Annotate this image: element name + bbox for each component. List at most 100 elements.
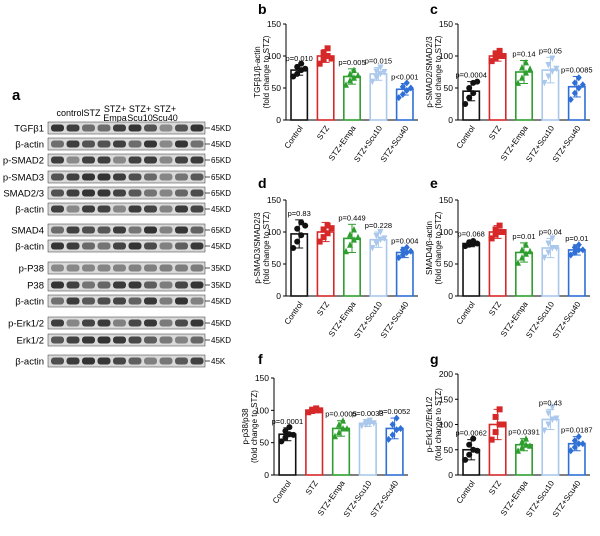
data-point (567, 251, 574, 259)
panel-letter-g: g (430, 351, 439, 367)
data-point (549, 245, 556, 252)
data-point (545, 240, 552, 248)
blot-band (51, 189, 64, 197)
y-axis-label: p-Erk1/2/Erk1/2 (425, 396, 434, 452)
blot-band (175, 189, 188, 197)
data-point (343, 247, 349, 255)
data-point (347, 70, 353, 77)
blot-band (51, 173, 64, 181)
data-point (496, 406, 503, 413)
blot-band (144, 189, 157, 197)
blot-band (97, 242, 111, 250)
x-tick-label: STZ (487, 479, 503, 497)
p-value-label: p=0.05 (539, 46, 562, 55)
p-value-label: p=0.0005 (325, 410, 357, 419)
data-point (575, 433, 582, 441)
blot-band (66, 189, 80, 197)
data-point (309, 406, 316, 413)
blot-band (128, 336, 142, 344)
data-point (298, 60, 305, 67)
data-point (395, 254, 402, 262)
data-point (298, 232, 305, 239)
data-point (519, 438, 525, 445)
data-point (474, 447, 481, 454)
blot-band (128, 205, 142, 213)
y-axis-label: SMAD4/β-actin (425, 221, 434, 275)
chart-panel-c: c 0 50 100 150 p-SMAD2/SMAD2/3 (fold change to… (425, 1, 593, 164)
data-point (393, 414, 400, 422)
blot-row-label: β-actin (15, 242, 44, 253)
blot-band (128, 242, 142, 250)
blot-band (82, 173, 95, 181)
blot-band (97, 319, 111, 327)
data-point (500, 421, 507, 428)
data-point (492, 226, 499, 233)
blot-band (51, 336, 64, 344)
data-point (527, 65, 533, 72)
y-axis-label: p-p38/p38 (241, 408, 250, 445)
kd-label: 45KD (211, 124, 231, 133)
data-point (351, 236, 357, 243)
blot-band (113, 156, 126, 164)
blot-band (128, 189, 142, 197)
data-point (474, 78, 481, 85)
blot-band (144, 124, 157, 132)
blot-band (175, 357, 188, 365)
data-point (466, 441, 473, 448)
bar-stz (488, 231, 507, 297)
data-point (500, 229, 507, 235)
data-point (488, 235, 495, 242)
data-point (355, 71, 361, 79)
blot-band (51, 319, 64, 327)
data-point (466, 85, 473, 91)
data-point (377, 64, 384, 72)
data-point (351, 225, 357, 233)
data-point (294, 70, 301, 77)
blot-band (175, 205, 188, 213)
blot-row-label: p-Erk1/2 (8, 319, 44, 330)
blot-band (190, 205, 204, 213)
data-point (282, 434, 289, 441)
data-point (324, 45, 331, 52)
y-tick-label: 100 (439, 51, 453, 61)
data-point (519, 246, 525, 253)
blot-band (190, 264, 204, 272)
kd-label: 35KD (211, 281, 231, 290)
p-value-label: p=0.0085 (561, 65, 593, 74)
data-point (290, 245, 297, 251)
data-point (316, 238, 323, 245)
data-point (515, 79, 521, 86)
lane-label: Scu40 (152, 113, 178, 123)
data-point (515, 259, 521, 266)
p-value-label: p=0.004 (391, 236, 418, 245)
blot-band (113, 205, 126, 213)
data-point (340, 424, 346, 432)
blot-band (159, 173, 173, 181)
data-point (332, 432, 338, 440)
data-point (553, 415, 560, 422)
panel-letter-d: d (258, 175, 267, 191)
blot-band (97, 189, 111, 197)
blot-band (144, 242, 157, 250)
blot-band (51, 140, 64, 148)
p-value-label: p=0.0001 (272, 417, 304, 426)
p-value-label: p=0.0004 (455, 71, 487, 80)
data-point (407, 84, 414, 92)
blot-band (113, 336, 126, 344)
data-point (545, 61, 552, 69)
data-point (571, 79, 578, 87)
blot-band (51, 357, 64, 365)
data-point (575, 440, 582, 448)
blot-band (66, 242, 80, 250)
y-tick-label: 100 (439, 227, 453, 237)
data-point (496, 47, 503, 54)
kd-label: 45KD (211, 205, 231, 214)
data-point (496, 53, 503, 59)
data-point (381, 69, 388, 76)
blot-band (82, 242, 95, 250)
x-tick-label: STZ (487, 124, 503, 142)
bar-stz-scu10 (358, 422, 377, 476)
lane-label: Empa (103, 113, 127, 123)
y-axis-label-sub: (fold change to STZ) (434, 211, 443, 284)
